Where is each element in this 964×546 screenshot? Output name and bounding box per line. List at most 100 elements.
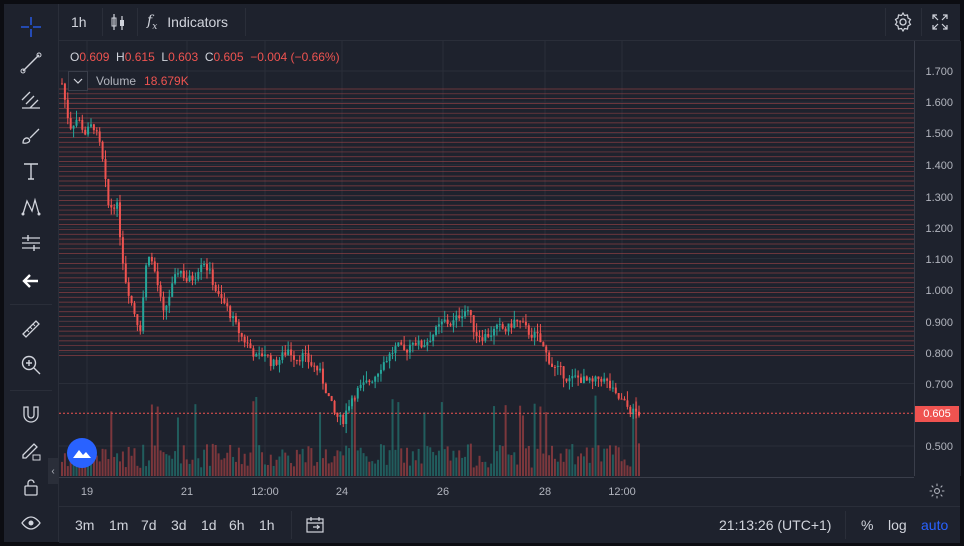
volume-bar [252, 401, 255, 476]
volume-bar [124, 467, 127, 476]
candle-body [510, 323, 513, 328]
log-toggle[interactable]: log [888, 517, 907, 533]
zoom-in-icon[interactable] [16, 350, 46, 380]
eye-icon[interactable] [16, 508, 46, 538]
volume-bar [287, 455, 290, 476]
candle-body [142, 297, 145, 331]
chevron-down-icon[interactable] [68, 71, 88, 91]
candle-body [495, 324, 498, 329]
volume-bar [353, 397, 356, 476]
volume-bar [501, 446, 504, 476]
candle-body [620, 398, 623, 400]
chart-pane[interactable] [59, 41, 914, 476]
volume-bar [348, 448, 351, 476]
candle-body [121, 237, 124, 264]
ruler-icon[interactable] [16, 314, 46, 344]
volume-bar [487, 467, 490, 476]
collapse-toolbar-button[interactable]: ‹ [48, 458, 58, 484]
volume-bar [162, 452, 165, 476]
candle-body [417, 340, 420, 345]
lock-icon[interactable] [16, 472, 46, 502]
range-7d-button[interactable]: 7d [141, 517, 157, 533]
candle-body [240, 333, 243, 337]
candle-body [200, 264, 203, 273]
candle-body [63, 83, 66, 100]
candles-icon[interactable] [109, 4, 127, 40]
prediction-icon[interactable] [16, 228, 46, 258]
candle-body [226, 303, 229, 307]
pattern-icon[interactable] [16, 192, 46, 222]
volume-bar [617, 447, 620, 476]
range-3d-button[interactable]: 3d [171, 517, 187, 533]
candle-body [258, 353, 261, 355]
text-icon[interactable] [16, 156, 46, 186]
candle-body [330, 396, 333, 401]
volume-bar [568, 449, 571, 476]
volume-bar [394, 449, 397, 476]
interval-button[interactable]: 1h [71, 14, 87, 30]
range-1d-button[interactable]: 1d [201, 517, 217, 533]
candle-body [278, 360, 281, 365]
candle-body [319, 368, 322, 371]
candle-body [188, 275, 191, 282]
percent-toggle[interactable]: % [861, 517, 874, 533]
volume-bar [205, 444, 208, 476]
magnet-icon[interactable] [16, 400, 46, 430]
candle-body [464, 311, 467, 317]
candle-body [513, 319, 516, 328]
volume-bar [484, 461, 487, 476]
volume-legend: Volume 18.679K [68, 71, 189, 91]
candle-body [229, 306, 232, 319]
volume-value: 18.679K [144, 74, 189, 88]
candle-body [197, 272, 200, 280]
indicators-button[interactable]: fx Indicators [147, 4, 228, 40]
volume-bar [466, 444, 469, 476]
candle-body [551, 363, 554, 367]
lock-pencil-icon[interactable] [16, 436, 46, 466]
brush-icon[interactable] [16, 120, 46, 150]
price-chart[interactable] [59, 41, 914, 476]
brand-logo-icon[interactable] [67, 438, 97, 468]
volume-bar [258, 445, 261, 476]
range-3m-button[interactable]: 3m [75, 517, 95, 533]
fullscreen-icon[interactable] [931, 4, 949, 40]
crosshair-icon[interactable] [16, 12, 46, 42]
volume-bar [377, 459, 380, 476]
clock-readout[interactable]: 21:13:26 (UTC+1) [719, 517, 832, 533]
volume-bar [266, 464, 269, 476]
candle-body [498, 324, 501, 326]
volume-bar [530, 467, 533, 476]
volume-bar [101, 448, 104, 476]
volume-bar [243, 453, 246, 476]
candle-body [95, 130, 98, 132]
volume-bar [130, 455, 133, 476]
volume-bar [452, 450, 455, 476]
toolbar-divider [10, 390, 52, 391]
back-arrow-icon[interactable] [16, 266, 46, 296]
volume-bar [240, 464, 243, 476]
candle-body [536, 332, 539, 334]
scale-settings-icon[interactable] [928, 482, 946, 505]
candle-body [350, 398, 353, 407]
toolbar-divider [845, 511, 846, 539]
volume-bar [174, 451, 177, 476]
volume-bar [562, 461, 565, 476]
trend-line-icon[interactable] [16, 48, 46, 78]
go-to-date-icon[interactable] [305, 507, 325, 543]
range-6h-button[interactable]: 6h [229, 517, 245, 533]
price-scale[interactable]: 1.700 1.600 1.500 1.400 1.300 1.200 1.10… [914, 41, 961, 476]
candle-body [423, 345, 426, 348]
time-scale[interactable]: 19 21 12:00 24 26 28 12:00 [59, 477, 914, 506]
auto-toggle[interactable]: auto [921, 517, 949, 533]
candle-body [458, 315, 461, 319]
current-price-label: 0.605 [915, 406, 959, 422]
volume-bar [211, 443, 214, 476]
volume-bar [426, 446, 429, 476]
fib-icon[interactable] [16, 84, 46, 114]
candle-body [75, 119, 78, 126]
settings-gear-icon[interactable] [892, 4, 914, 40]
volume-bar [234, 461, 237, 476]
volume-bar [519, 405, 522, 476]
range-1h-button[interactable]: 1h [259, 517, 275, 533]
range-1m-button[interactable]: 1m [109, 517, 129, 533]
